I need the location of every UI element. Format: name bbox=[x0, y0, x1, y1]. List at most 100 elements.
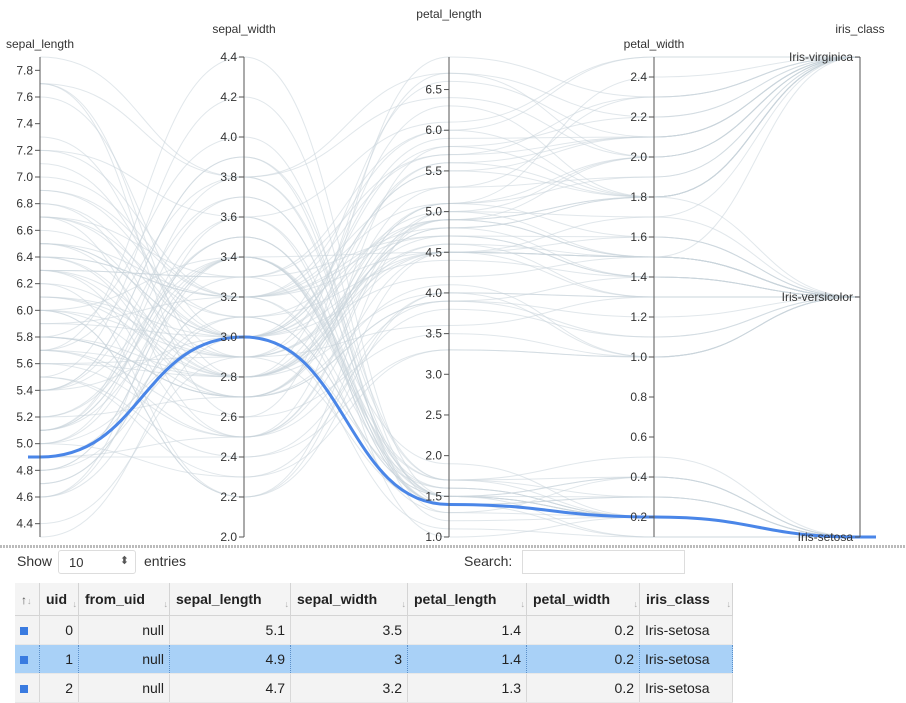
tick-label: 2.5 bbox=[425, 408, 442, 422]
tick-label: 1.0 bbox=[425, 530, 442, 544]
tick-label: 1.8 bbox=[630, 190, 647, 204]
tick-label: 2.4 bbox=[630, 70, 647, 84]
tick-label: 6.4 bbox=[16, 250, 33, 264]
table-row[interactable]: 0 null 5.1 3.5 1.4 0.2 Iris-setosa bbox=[15, 615, 733, 645]
cell-iris-class: Iris-setosa bbox=[639, 673, 733, 703]
show-label: Show bbox=[17, 553, 53, 569]
column-header-marker[interactable]: ↑↓ bbox=[15, 583, 40, 616]
axis-title-sepal-width[interactable]: sepal_width bbox=[212, 22, 275, 36]
tick-label: 6.5 bbox=[425, 83, 442, 97]
row-marker-cell bbox=[15, 615, 40, 645]
axis-title-sepal-length[interactable]: sepal_length bbox=[6, 37, 74, 51]
column-header-from-uid[interactable]: from_uid ↓ bbox=[78, 583, 170, 616]
axis-title-iris-class[interactable]: iris_class bbox=[835, 22, 884, 36]
tick-label: 2.2 bbox=[220, 490, 237, 504]
column-header-sepal-width[interactable]: sepal_width ↓ bbox=[290, 583, 408, 616]
background-line bbox=[39, 276, 861, 538]
cell-uid: 2 bbox=[39, 673, 79, 703]
axis-title-petal-width[interactable]: petal_width bbox=[624, 37, 685, 51]
highlighted-line[interactable] bbox=[28, 335, 876, 539]
tick-label: 0.6 bbox=[630, 430, 647, 444]
entries-select[interactable]: 10 ⬍ bbox=[58, 550, 136, 574]
search-label: Search: bbox=[464, 553, 513, 569]
resize-divider[interactable] bbox=[0, 545, 906, 548]
tick-label: 3.2 bbox=[220, 290, 237, 304]
background-line bbox=[39, 56, 861, 358]
column-header-sepal-length[interactable]: sepal_length ↓ bbox=[169, 583, 291, 616]
tick-label: 6.2 bbox=[16, 277, 33, 291]
tick-label: 1.5 bbox=[425, 489, 442, 503]
background-line bbox=[39, 176, 861, 538]
tick-label: Iris-versicolor bbox=[782, 290, 853, 304]
background-line bbox=[39, 56, 861, 358]
entries-label: entries bbox=[144, 553, 187, 569]
tick-label: 3.0 bbox=[425, 367, 442, 381]
tick-label: 2.0 bbox=[630, 150, 647, 164]
tick-label: 6.0 bbox=[425, 123, 442, 137]
column-header-petal-length[interactable]: petal_length ↓ bbox=[407, 583, 527, 616]
column-header-label: from_uid bbox=[85, 591, 145, 607]
background-line bbox=[39, 336, 861, 538]
background-line bbox=[39, 176, 861, 538]
sort-icon: ↓ bbox=[726, 599, 732, 609]
sort-icon: ↓ bbox=[401, 599, 407, 609]
tick-label: 1.0 bbox=[630, 350, 647, 364]
sort-icon: ↓ bbox=[72, 599, 78, 609]
sort-icon: ↓ bbox=[633, 599, 639, 609]
column-header-label: petal_width bbox=[533, 591, 611, 607]
background-line bbox=[39, 292, 860, 478]
tick-label: 7.4 bbox=[16, 117, 33, 131]
tick-label: 3.4 bbox=[220, 250, 237, 264]
column-header-iris-class[interactable]: iris_class ↓ bbox=[639, 583, 733, 616]
cell-uid: 1 bbox=[39, 644, 79, 674]
tick-label: 4.6 bbox=[16, 490, 33, 504]
sort-icon: ↓ bbox=[163, 599, 169, 609]
background-line bbox=[39, 336, 860, 538]
cell-from-uid: null bbox=[78, 615, 170, 645]
tick-label: 2.0 bbox=[220, 530, 237, 544]
tick-label: 7.6 bbox=[16, 90, 33, 104]
column-header-uid[interactable]: uid ↓ bbox=[39, 583, 79, 616]
column-header-label: sepal_width bbox=[297, 591, 378, 607]
cell-sepal-width: 3.2 bbox=[290, 673, 408, 703]
background-line bbox=[39, 56, 861, 178]
tick-label: 4.4 bbox=[220, 50, 237, 64]
background-lines bbox=[39, 56, 861, 538]
cell-sepal-width: 3.5 bbox=[290, 615, 408, 645]
column-header-label: sepal_length bbox=[176, 591, 262, 607]
tick-label: 6.8 bbox=[16, 197, 33, 211]
background-line bbox=[39, 211, 861, 338]
row-marker-icon bbox=[20, 627, 28, 635]
search-input[interactable] bbox=[522, 550, 685, 574]
background-line bbox=[39, 196, 861, 538]
tick-label: 1.4 bbox=[630, 270, 647, 284]
tick-label: 2.6 bbox=[220, 410, 237, 424]
row-marker-icon bbox=[20, 685, 28, 693]
data-table: ↑↓ uid ↓ from_uid ↓ sepal_length ↓ sepal_wi… bbox=[15, 583, 733, 703]
table-row[interactable]: 2 null 4.7 3.2 1.3 0.2 Iris-setosa bbox=[15, 673, 733, 703]
tick-label: 6.6 bbox=[16, 223, 33, 237]
tick-label: 4.5 bbox=[425, 245, 442, 259]
table-row-selected[interactable]: 1 null 4.9 3 1.4 0.2 Iris-setosa bbox=[15, 644, 733, 674]
tick-label: 1.2 bbox=[630, 310, 647, 324]
background-line bbox=[39, 56, 861, 418]
background-line bbox=[39, 292, 860, 378]
cell-sepal-width: 3 bbox=[290, 644, 408, 674]
tick-label: 5.4 bbox=[16, 383, 33, 397]
background-line bbox=[39, 56, 861, 178]
cell-petal-length: 1.3 bbox=[407, 673, 527, 703]
sort-ascending-icon: ↑↓ bbox=[21, 593, 32, 607]
column-header-petal-width[interactable]: petal_width ↓ bbox=[526, 583, 640, 616]
tick-label: 1.6 bbox=[630, 230, 647, 244]
axis-title-petal-length[interactable]: petal_length bbox=[416, 7, 481, 21]
tick-label: 0.2 bbox=[630, 510, 647, 524]
tick-label: 6.0 bbox=[16, 303, 33, 317]
tick-label: 2.0 bbox=[425, 449, 442, 463]
row-marker-icon bbox=[20, 656, 28, 664]
tick-label: 2.8 bbox=[220, 370, 237, 384]
tick-label: 5.6 bbox=[16, 357, 33, 371]
background-line bbox=[39, 296, 861, 398]
tick-label: 7.2 bbox=[16, 143, 33, 157]
tick-label: 3.8 bbox=[220, 170, 237, 184]
cell-petal-length: 1.4 bbox=[407, 615, 527, 645]
